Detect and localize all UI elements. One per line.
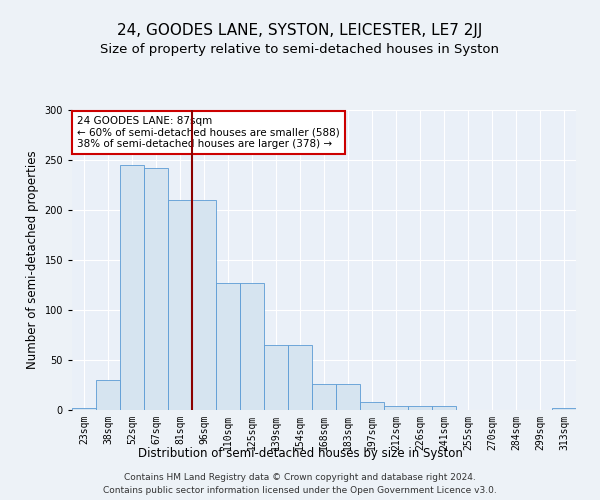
- Bar: [192, 200, 216, 410]
- Bar: [384, 406, 408, 410]
- Bar: [72, 408, 96, 410]
- Text: 24, GOODES LANE, SYSTON, LEICESTER, LE7 2JJ: 24, GOODES LANE, SYSTON, LEICESTER, LE7 …: [118, 22, 482, 38]
- Text: Size of property relative to semi-detached houses in Syston: Size of property relative to semi-detach…: [101, 42, 499, 56]
- Bar: [240, 283, 264, 410]
- Text: Contains public sector information licensed under the Open Government Licence v3: Contains public sector information licen…: [103, 486, 497, 495]
- Bar: [264, 345, 288, 410]
- Bar: [168, 200, 192, 410]
- Bar: [96, 380, 120, 410]
- Text: 24 GOODES LANE: 87sqm
← 60% of semi-detached houses are smaller (588)
38% of sem: 24 GOODES LANE: 87sqm ← 60% of semi-deta…: [77, 116, 340, 149]
- Bar: [360, 402, 384, 410]
- Bar: [120, 165, 144, 410]
- Bar: [336, 384, 360, 410]
- Bar: [552, 408, 576, 410]
- Y-axis label: Number of semi-detached properties: Number of semi-detached properties: [26, 150, 39, 370]
- Bar: [216, 283, 240, 410]
- Bar: [312, 384, 336, 410]
- Bar: [144, 168, 168, 410]
- Bar: [432, 406, 456, 410]
- Bar: [288, 345, 312, 410]
- Text: Contains HM Land Registry data © Crown copyright and database right 2024.: Contains HM Land Registry data © Crown c…: [124, 472, 476, 482]
- Bar: [408, 406, 432, 410]
- Text: Distribution of semi-detached houses by size in Syston: Distribution of semi-detached houses by …: [137, 448, 463, 460]
